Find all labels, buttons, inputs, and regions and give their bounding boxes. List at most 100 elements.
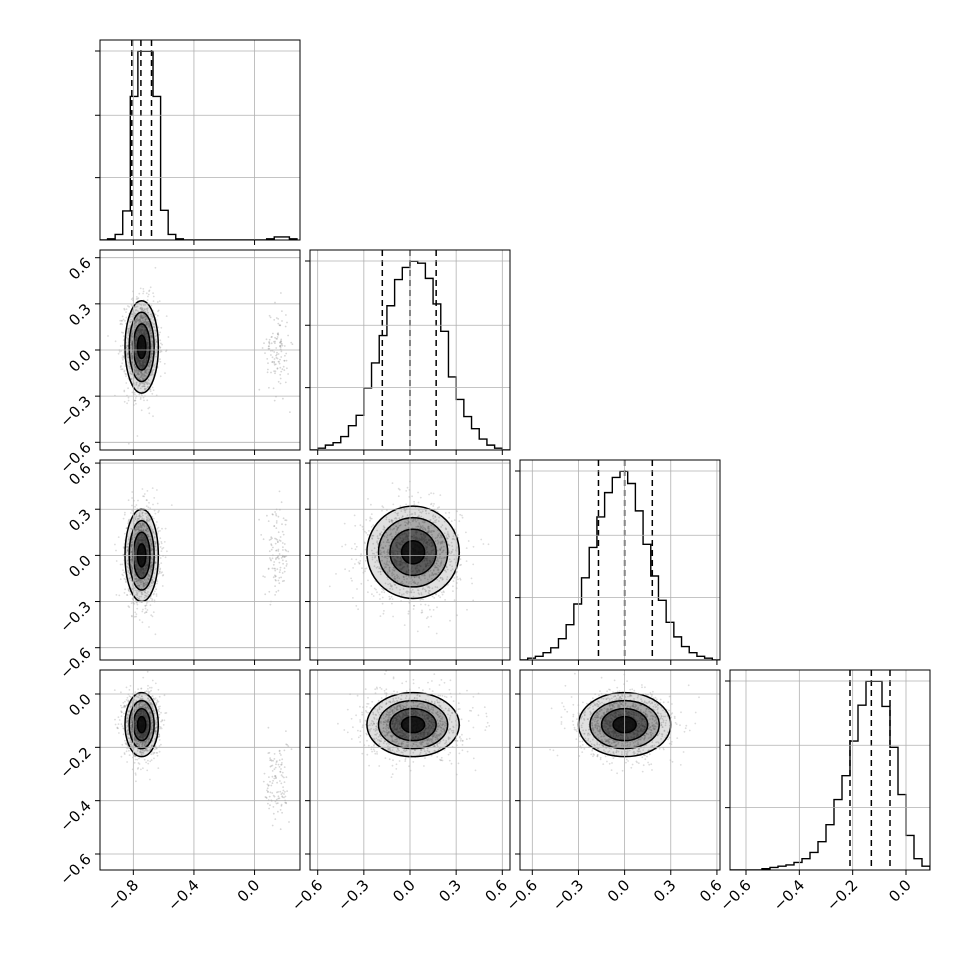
sample-point	[142, 309, 145, 312]
sample-point	[140, 325, 143, 327]
sample-point	[400, 581, 402, 584]
sample-point	[151, 679, 154, 682]
sample-point	[135, 374, 137, 376]
sample-point	[135, 545, 138, 548]
sample-point	[128, 709, 131, 712]
sample-point	[419, 565, 422, 567]
sample-point	[141, 737, 143, 739]
sample-point	[128, 518, 131, 521]
sample-point	[445, 537, 448, 539]
sample-point	[143, 385, 145, 387]
sample-point	[124, 511, 126, 514]
sample-point	[148, 361, 151, 364]
sample-point	[140, 317, 142, 320]
sample-point	[141, 394, 143, 396]
sample-point	[391, 551, 394, 554]
sample-point	[399, 543, 402, 546]
sample-point	[390, 595, 393, 598]
sample-point	[141, 539, 144, 542]
sample-point	[145, 594, 147, 597]
sample-point	[435, 632, 438, 635]
sample-point	[268, 590, 271, 593]
sample-point	[141, 593, 144, 595]
sample-point	[161, 547, 164, 550]
sample-point	[143, 399, 145, 402]
sample-point	[136, 369, 139, 372]
sample-point	[143, 333, 146, 336]
sample-point	[393, 567, 396, 569]
sample-point	[129, 324, 132, 327]
sample-point	[372, 534, 375, 537]
sample-point	[145, 602, 148, 604]
sample-point	[424, 557, 427, 560]
sample-point	[133, 587, 136, 589]
sample-point	[448, 511, 451, 514]
sample-point	[140, 567, 143, 570]
sample-point	[427, 564, 430, 567]
sample-point	[121, 743, 124, 746]
sample-point	[134, 357, 137, 359]
sample-point	[146, 518, 148, 520]
sample-point	[423, 537, 426, 540]
sample-point	[410, 535, 413, 538]
sample-point	[380, 553, 382, 555]
sample-point	[137, 742, 140, 745]
sample-point	[396, 528, 398, 531]
sample-point	[135, 563, 137, 566]
sample-point	[136, 566, 139, 569]
sample-point	[158, 736, 161, 738]
sample-point	[136, 582, 139, 585]
sample-point	[427, 525, 430, 528]
sample-point	[423, 540, 426, 542]
sample-point	[433, 503, 435, 505]
sample-point	[388, 520, 391, 523]
sample-point	[403, 624, 406, 626]
sample-point	[150, 570, 153, 572]
sample-point	[142, 396, 145, 399]
sample-point	[428, 559, 431, 562]
sample-point	[149, 711, 152, 714]
sample-point	[140, 733, 143, 736]
sample-point	[137, 371, 140, 374]
sample-point	[126, 344, 128, 347]
sample-point	[141, 511, 144, 514]
sample-point	[140, 539, 143, 542]
sample-point	[135, 354, 138, 357]
sample-point	[382, 547, 385, 550]
sample-point	[438, 580, 441, 582]
sample-point	[136, 568, 139, 571]
sample-point	[142, 710, 145, 712]
sample-point	[142, 373, 145, 376]
sample-point	[143, 316, 145, 318]
sample-point	[133, 737, 136, 740]
sample-point	[141, 325, 144, 328]
sample-point	[121, 563, 124, 566]
sample-point	[151, 532, 154, 535]
sample-point	[143, 495, 146, 498]
sample-point	[144, 369, 147, 372]
sample-point	[150, 352, 153, 354]
sample-point	[130, 602, 133, 604]
sample-point	[139, 529, 142, 532]
sample-point	[271, 361, 274, 364]
sample-point	[436, 557, 439, 559]
sample-point	[121, 355, 124, 357]
sample-point	[140, 712, 143, 714]
sample-point	[146, 343, 149, 346]
sample-point	[161, 571, 164, 573]
sample-point	[131, 559, 134, 562]
sample-point	[278, 577, 281, 579]
sample-point	[137, 579, 140, 582]
sample-point	[433, 553, 435, 556]
sample-point	[427, 526, 430, 529]
sample-point	[142, 569, 145, 572]
sample-point	[131, 373, 134, 376]
scatter-panel-0-3: −0.8 −0.4 0.0−0.6−0.4−0.20.0	[56, 669, 301, 915]
sample-point	[135, 580, 137, 583]
sample-point	[146, 341, 149, 344]
sample-point	[279, 566, 282, 569]
sample-point	[145, 292, 148, 295]
sample-point	[270, 354, 272, 356]
sample-point	[398, 560, 400, 563]
sample-point	[134, 551, 137, 553]
